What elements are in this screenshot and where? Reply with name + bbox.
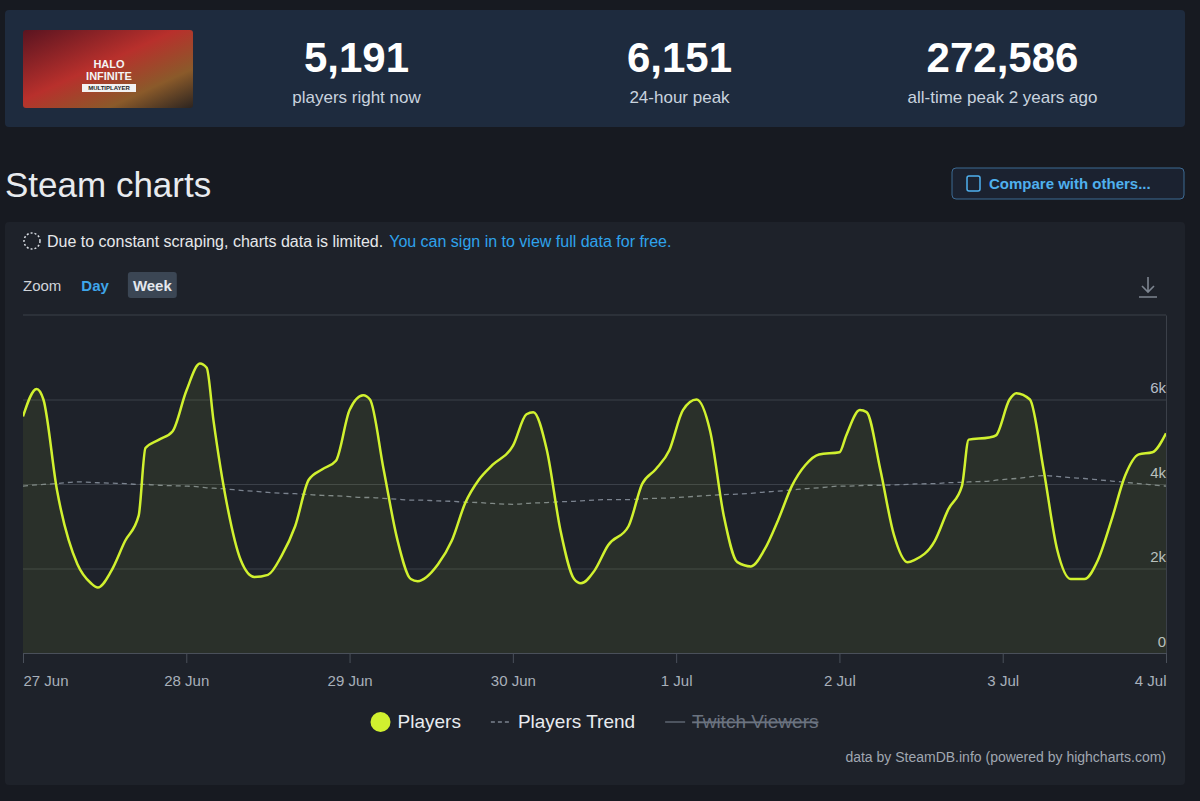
series-line <box>23 364 1166 588</box>
zoom-option-selected[interactable] <box>128 272 177 298</box>
x-tick-label: 30 Jun <box>491 672 536 689</box>
tick-mark <box>350 653 351 663</box>
chart-title: Steam charts <box>5 165 211 204</box>
zoom-option-text[interactable]: Day <box>81 277 109 294</box>
header-panel <box>5 10 1185 127</box>
legend-symbol <box>491 721 511 723</box>
thumbnail-text: HALO <box>93 58 125 70</box>
legend-text[interactable]: Players Trend <box>518 711 635 732</box>
y-axis-line <box>1166 316 1167 654</box>
x-tick: 30 Jun <box>491 653 536 689</box>
thumbnail-text: INFINITE <box>86 70 132 82</box>
tick-mark <box>839 653 840 663</box>
stat-value: 5,191 <box>304 34 409 81</box>
plot-area <box>23 364 1166 653</box>
stat-value: 272,586 <box>927 34 1079 81</box>
thumbnail-text: MULTIPLAYER <box>88 85 130 91</box>
tick-mark <box>676 653 677 663</box>
x-tick-label: 27 Jun <box>24 672 69 689</box>
zoom-label: Zoom <box>23 277 61 294</box>
tick-mark <box>1003 653 1004 663</box>
notice-text: Due to constant scraping, charts data is… <box>47 233 383 250</box>
notice-icon <box>24 233 40 249</box>
x-tick: 29 Jun <box>328 653 373 689</box>
legend-text[interactable]: Twitch Viewers <box>692 711 818 732</box>
x-tick: 28 Jun <box>164 653 209 689</box>
x-tick: 4 Jul <box>1135 653 1167 689</box>
compare-button-box[interactable] <box>952 168 1184 199</box>
stat-value: 6,151 <box>627 34 732 81</box>
stat-label: all-time peak 2 years ago <box>908 88 1098 107</box>
credit[interactable]: data by SteamDB.info (powered by highcha… <box>845 749 1166 765</box>
x-axis-line <box>24 653 1167 654</box>
notice-link[interactable]: You can sign in to view full data for fr… <box>389 233 671 250</box>
zoom-option-text[interactable]: Week <box>133 277 173 294</box>
page: HALOINFINITE MULTIPLAYER 5,191 players righ… <box>0 0 1200 801</box>
series-area <box>23 364 1166 653</box>
game-thumbnail[interactable] <box>23 30 193 108</box>
tick-mark <box>23 653 24 663</box>
compare-icon <box>967 176 980 191</box>
y-axis: 02k4k6k <box>23 316 1167 654</box>
tick-mark <box>1166 653 1167 663</box>
legend-item[interactable]: Players <box>371 711 461 732</box>
x-tick: 1 Jul <box>661 653 693 689</box>
legend-item[interactable]: Players Trend <box>491 711 635 732</box>
legend-text[interactable]: Players <box>398 711 461 732</box>
zoom-option[interactable]: Week <box>128 272 177 298</box>
tick-mark <box>186 653 187 663</box>
zoom-option[interactable]: Day <box>81 277 109 294</box>
x-tick-label: 4 Jul <box>1135 672 1167 689</box>
compare-button-text[interactable]: Compare with others... <box>989 175 1151 192</box>
thumbnail-band <box>82 84 136 92</box>
plot-frame-top <box>23 315 1166 316</box>
compare-button[interactable]: Compare with others... <box>952 168 1184 199</box>
page-background <box>0 0 1200 801</box>
tick-mark <box>513 653 514 663</box>
legend-item[interactable]: Twitch Viewers <box>665 711 818 732</box>
grid-line <box>23 653 1166 654</box>
x-axis: 27 Jun 28 Jun 29 Jun 30 Jun 1 Jul 2 Jul 3 Jul 4… <box>24 653 1167 689</box>
x-tick: 3 Jul <box>987 653 1019 689</box>
x-tick-label: 2 Jul <box>824 672 856 689</box>
x-tick-label: 29 Jun <box>328 672 373 689</box>
x-tick-label: 3 Jul <box>987 672 1019 689</box>
x-tick: 27 Jun <box>24 653 69 689</box>
chart-panel <box>5 222 1185 785</box>
legend: Players Players Trend Twitch Viewers <box>371 711 819 732</box>
stat-label: 24-hour peak <box>629 88 730 107</box>
stat-label: players right now <box>292 88 421 107</box>
x-tick: 2 Jul <box>824 653 856 689</box>
x-tick-label: 1 Jul <box>661 672 693 689</box>
legend-symbol <box>665 721 685 723</box>
legend-symbol <box>371 712 391 732</box>
y-tick-label: 6k <box>1150 379 1166 396</box>
x-tick-label: 28 Jun <box>164 672 209 689</box>
download-icon[interactable] <box>1139 277 1157 297</box>
